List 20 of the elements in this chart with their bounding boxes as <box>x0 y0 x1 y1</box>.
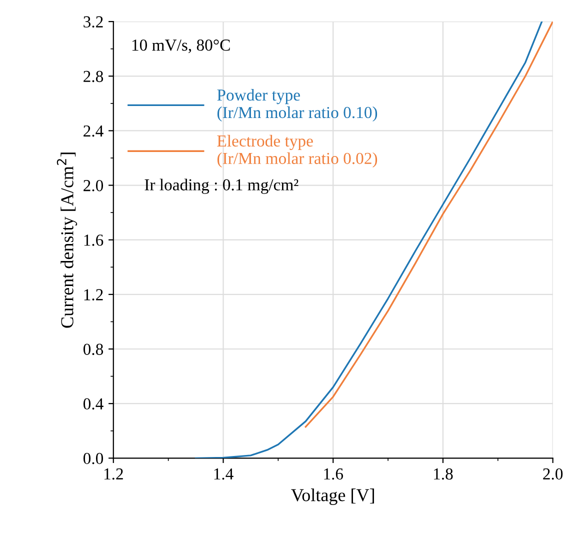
legend-label: Powder type (Ir/Mn molar ratio 0.10) <box>217 88 378 122</box>
x-axis-title: Voltage [V] <box>291 488 374 505</box>
y-tick-label: 1.6 <box>84 234 104 246</box>
y-tick-label: 1.2 <box>84 289 103 300</box>
y-tick-label: 2.0 <box>84 180 104 192</box>
legend-label: Electrode type (Ir/Mn molar ratio 0.02) <box>217 134 378 168</box>
x-tick-label: 2.0 <box>543 468 563 480</box>
y-tick-label: 0.4 <box>83 398 104 410</box>
y-tick-label: 0.8 <box>83 344 104 356</box>
annotation: 10 mV/s, 80°C <box>132 40 230 54</box>
y-axis-title: Current density [A/cm$^{2}$] <box>56 152 78 328</box>
y-tick-label: 2.4 <box>84 125 104 137</box>
y-tick-label: 2.8 <box>84 70 104 82</box>
x-tick-label: 1.8 <box>434 468 453 480</box>
x-tick-label: 1.4 <box>214 468 234 480</box>
annotation: Ir loading : 0.1 mg/cm² <box>144 178 298 194</box>
x-tick-label: 1.6 <box>324 468 344 480</box>
x-tick-label: 1.2 <box>104 468 123 480</box>
y-tick-label: 3.2 <box>84 16 103 28</box>
y-tick-label: 0.0 <box>83 452 104 464</box>
